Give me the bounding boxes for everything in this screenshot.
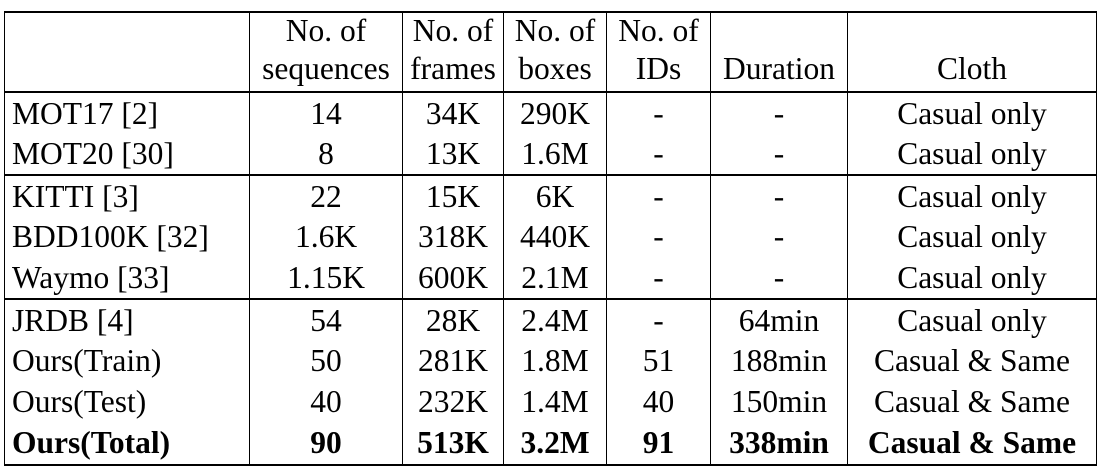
table-cell: 40 — [606, 381, 711, 422]
table-cell: 51 — [606, 340, 711, 382]
table-cell: Casual & Same — [847, 340, 1097, 382]
table-cell: 1.6K — [249, 216, 403, 258]
table-cell: - — [710, 216, 848, 258]
table-cell: Ours(Total) — [4, 421, 250, 466]
table-row-total: Ours(Total) 90 513K 3.2M 91 338min Casua… — [4, 421, 1097, 466]
header-cell: No. of — [402, 11, 504, 46]
table-cell: 600K — [402, 257, 504, 300]
table-row: MOT20 [30] 8 13K 1.6M - - Casual only — [4, 133, 1097, 177]
table-row: JRDB [4] 54 28K 2.4M - 64min Casual only — [4, 298, 1097, 341]
header-cell — [4, 46, 250, 93]
table-cell: 50 — [249, 340, 403, 382]
table-cell: JRDB [4] — [4, 298, 250, 341]
header-cell: sequences — [249, 46, 403, 93]
table-cell: 91 — [606, 421, 711, 466]
table-cell: 2.1M — [503, 257, 607, 300]
table-cell: 22 — [249, 175, 403, 217]
table-cell: 1.6M — [503, 133, 607, 177]
table-row: BDD100K [32] 1.6K 318K 440K - - Casual o… — [4, 216, 1097, 258]
table-cell: 232K — [402, 381, 504, 422]
header-cell: boxes — [503, 46, 607, 93]
table-cell: BDD100K [32] — [4, 216, 250, 258]
table-cell: 14 — [249, 92, 403, 134]
table-row: MOT17 [2] 14 34K 290K - - Casual only — [4, 92, 1097, 134]
table-cell: 290K — [503, 92, 607, 134]
table-cell: MOT20 [30] — [4, 133, 250, 177]
table-cell: MOT17 [2] — [4, 92, 250, 134]
table-cell: 1.4M — [503, 381, 607, 422]
table-cell: Casual only — [847, 257, 1097, 300]
header-cell — [847, 11, 1097, 46]
table-cell: 318K — [402, 216, 504, 258]
table-cell: 440K — [503, 216, 607, 258]
table-cell: 90 — [249, 421, 403, 466]
header-row-1: No. of No. of No. of No. of — [4, 11, 1097, 46]
table-cell: 1.8M — [503, 340, 607, 382]
table-cell: Casual only — [847, 92, 1097, 134]
table-cell: - — [606, 257, 711, 300]
table-cell: Casual & Same — [847, 421, 1097, 466]
table-cell: 2.4M — [503, 298, 607, 341]
table-cell: 28K — [402, 298, 504, 341]
table-cell: 1.15K — [249, 257, 403, 300]
dataset-comparison-table: No. of No. of No. of No. of sequences fr… — [4, 11, 1097, 466]
table-cell: 13K — [402, 133, 504, 177]
table-cell: 54 — [249, 298, 403, 341]
table-cell: 3.2M — [503, 421, 607, 466]
table-cell: 513K — [402, 421, 504, 466]
header-cell: No. of — [606, 11, 711, 46]
table-row: Ours(Test) 40 232K 1.4M 40 150min Casual… — [4, 381, 1097, 422]
header-cell: IDs — [606, 46, 711, 93]
table-cell: 40 — [249, 381, 403, 422]
table-cell: - — [710, 92, 848, 134]
header-cell: frames — [402, 46, 504, 93]
table-cell: - — [606, 92, 711, 134]
table-cell: - — [606, 298, 711, 341]
table-cell: 338min — [710, 421, 848, 466]
table-cell: Casual only — [847, 133, 1097, 177]
table-cell: 188min — [710, 340, 848, 382]
table-row: Waymo [33] 1.15K 600K 2.1M - - Casual on… — [4, 257, 1097, 300]
table-row: Ours(Train) 50 281K 1.8M 51 188min Casua… — [4, 340, 1097, 382]
table-cell: Casual only — [847, 298, 1097, 341]
table-cell: - — [710, 133, 848, 177]
table-cell: 6K — [503, 175, 607, 217]
table-cell: - — [606, 175, 711, 217]
table-cell: Ours(Test) — [4, 381, 250, 422]
header-cell: Duration — [710, 46, 848, 93]
table-cell: Casual & Same — [847, 381, 1097, 422]
table-cell: 281K — [402, 340, 504, 382]
table-cell: Casual only — [847, 216, 1097, 258]
header-cell: Cloth — [847, 46, 1097, 93]
header-cell: No. of — [503, 11, 607, 46]
table-cell: Casual only — [847, 175, 1097, 217]
table-cell: 64min — [710, 298, 848, 341]
table-row: KITTI [3] 22 15K 6K - - Casual only — [4, 175, 1097, 217]
header-cell: No. of — [249, 11, 403, 46]
table-cell: Waymo [33] — [4, 257, 250, 300]
header-row-2: sequences frames boxes IDs Duration Clot… — [4, 46, 1097, 93]
header-cell — [4, 11, 250, 46]
header-cell — [710, 11, 848, 46]
table-cell: Ours(Train) — [4, 340, 250, 382]
table-cell: - — [710, 257, 848, 300]
table-cell: - — [606, 133, 711, 177]
table-cell: 8 — [249, 133, 403, 177]
table-cell: 34K — [402, 92, 504, 134]
table-cell: - — [606, 216, 711, 258]
table-cell: 15K — [402, 175, 504, 217]
table-cell: 150min — [710, 381, 848, 422]
table-cell: - — [710, 175, 848, 217]
table-cell: KITTI [3] — [4, 175, 250, 217]
